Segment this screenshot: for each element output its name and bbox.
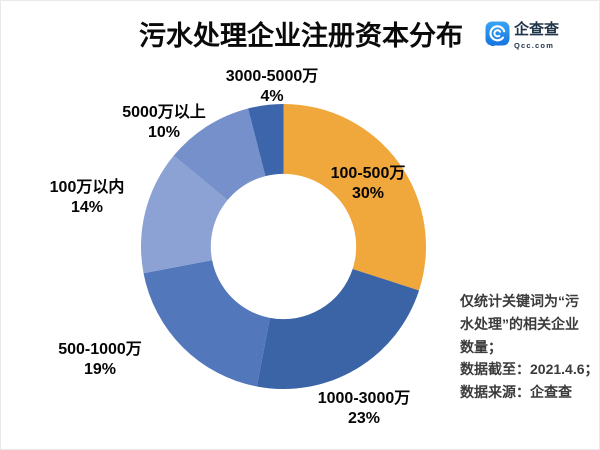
donut-slice-5000万以上 xyxy=(173,108,266,201)
slice-label-100万以内: 100万以内 14% xyxy=(50,178,125,218)
page-title: 污水处理企业注册资本分布 xyxy=(139,21,463,51)
slice-label-3000-5000万: 3000-5000万 4% xyxy=(226,67,319,107)
slice-label-percent: 14% xyxy=(70,199,104,216)
slice-label-1000-3000万: 1000-3000万 23% xyxy=(318,389,411,429)
slice-label-percent: 10% xyxy=(147,124,181,141)
slice-label-percent: 4% xyxy=(260,88,284,105)
slice-label-text: 100万以内 xyxy=(49,179,125,196)
slice-label-percent: 19% xyxy=(83,361,117,378)
qcc-logo-icon xyxy=(485,21,510,46)
slice-label-5000万以上: 5000万以上 10% xyxy=(122,103,206,143)
donut-slice-500-1000万 xyxy=(143,260,270,387)
donut-slices xyxy=(141,104,426,389)
footnote-line: 仅统计关键词为“污 xyxy=(460,293,579,309)
qcc-brand-name: 企查查 xyxy=(514,21,560,38)
donut-slice-3000-5000万 xyxy=(248,104,284,177)
slice-label-percent: 23% xyxy=(347,410,381,427)
footnote-line: 数量； xyxy=(460,338,502,355)
qcc-logo-text: 企查查 Qcc.com xyxy=(514,21,559,50)
footnote-line: 水处理”的相关企业 xyxy=(460,315,579,332)
slice-label-text: 100-500万 xyxy=(330,165,406,182)
qcc-logo: 企查查 Qcc.com xyxy=(485,21,559,50)
slice-label-percent: 30% xyxy=(351,185,385,202)
slice-label-text: 1000-3000万 xyxy=(317,390,411,407)
slice-label-500-1000万: 500-1000万 19% xyxy=(58,340,142,380)
qcc-domain: Qcc.com xyxy=(514,41,555,50)
donut-slice-100万以内 xyxy=(141,155,228,274)
footnote-line: 数据截至：2021.4.6； xyxy=(460,361,599,378)
donut-slice-100-500万 xyxy=(283,104,426,291)
slice-label-text: 5000万以上 xyxy=(122,104,206,121)
slice-label-100-500万: 100-500万 30% xyxy=(331,164,406,204)
donut-slice-1000-3000万 xyxy=(256,268,420,389)
slice-label-text: 500-1000万 xyxy=(58,341,142,358)
slice-label-text: 3000-5000万 xyxy=(225,68,319,85)
footnote-line: 数据来源：企查查 xyxy=(460,384,572,400)
footnote: 仅统计关键词为“污 水处理”的相关企业 数量； 数据截至：2021.4.6； 数据来源：… xyxy=(460,290,599,404)
